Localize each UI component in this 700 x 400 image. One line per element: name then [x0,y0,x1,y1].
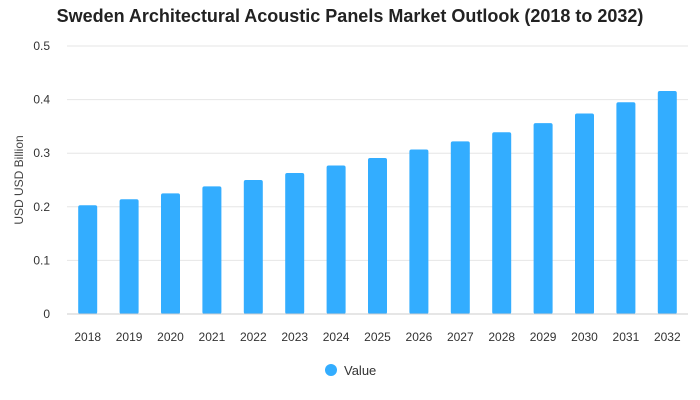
x-tick-label: 2019 [116,330,143,344]
x-tick-label: 2030 [571,330,598,344]
y-tick-label: 0.5 [33,39,50,53]
bar-2026 [409,149,429,314]
x-tick-label: 2018 [74,330,101,344]
legend-swatch [325,364,337,376]
bar-2028 [492,132,512,314]
x-tick-label: 2029 [530,330,557,344]
x-tick-label: 2020 [157,330,184,344]
x-tick-label: 2025 [364,330,391,344]
x-tick-label: 2024 [323,330,350,344]
chart-legend: Value [325,363,376,378]
bar-2022 [243,180,263,314]
x-tick-label: 2022 [240,330,267,344]
y-tick-label: 0 [43,307,50,321]
bar-2020 [161,193,180,314]
x-tick-label: 2026 [406,330,433,344]
x-tick-label: 2027 [447,330,474,344]
bar-2024 [326,165,346,314]
bar-2019 [119,199,139,314]
bar-2032 [657,91,677,314]
bar-2018 [78,205,98,314]
bar-2027 [450,141,470,314]
x-tick-label: 2023 [281,330,308,344]
x-tick-label: 2028 [488,330,515,344]
legend-label: Value [344,363,376,378]
x-tick-label: 2031 [613,330,640,344]
y-tick-label: 0.1 [33,253,50,267]
y-tick-label: 0.3 [33,146,50,160]
bar-2023 [285,173,305,314]
bar-2025 [368,158,387,314]
x-tick-label: 2032 [654,330,681,344]
chart-title: Sweden Architectural Acoustic Panels Mar… [56,6,644,26]
bar-2029 [533,123,553,315]
y-tick-label: 0.2 [33,200,50,214]
bar-2030 [575,113,594,314]
y-tick-label: 0.4 [33,93,50,107]
bar-2021 [202,186,222,314]
y-axis-title: USD USD Billion [12,135,26,224]
bar-2031 [616,102,636,314]
x-tick-label: 2021 [199,330,226,344]
